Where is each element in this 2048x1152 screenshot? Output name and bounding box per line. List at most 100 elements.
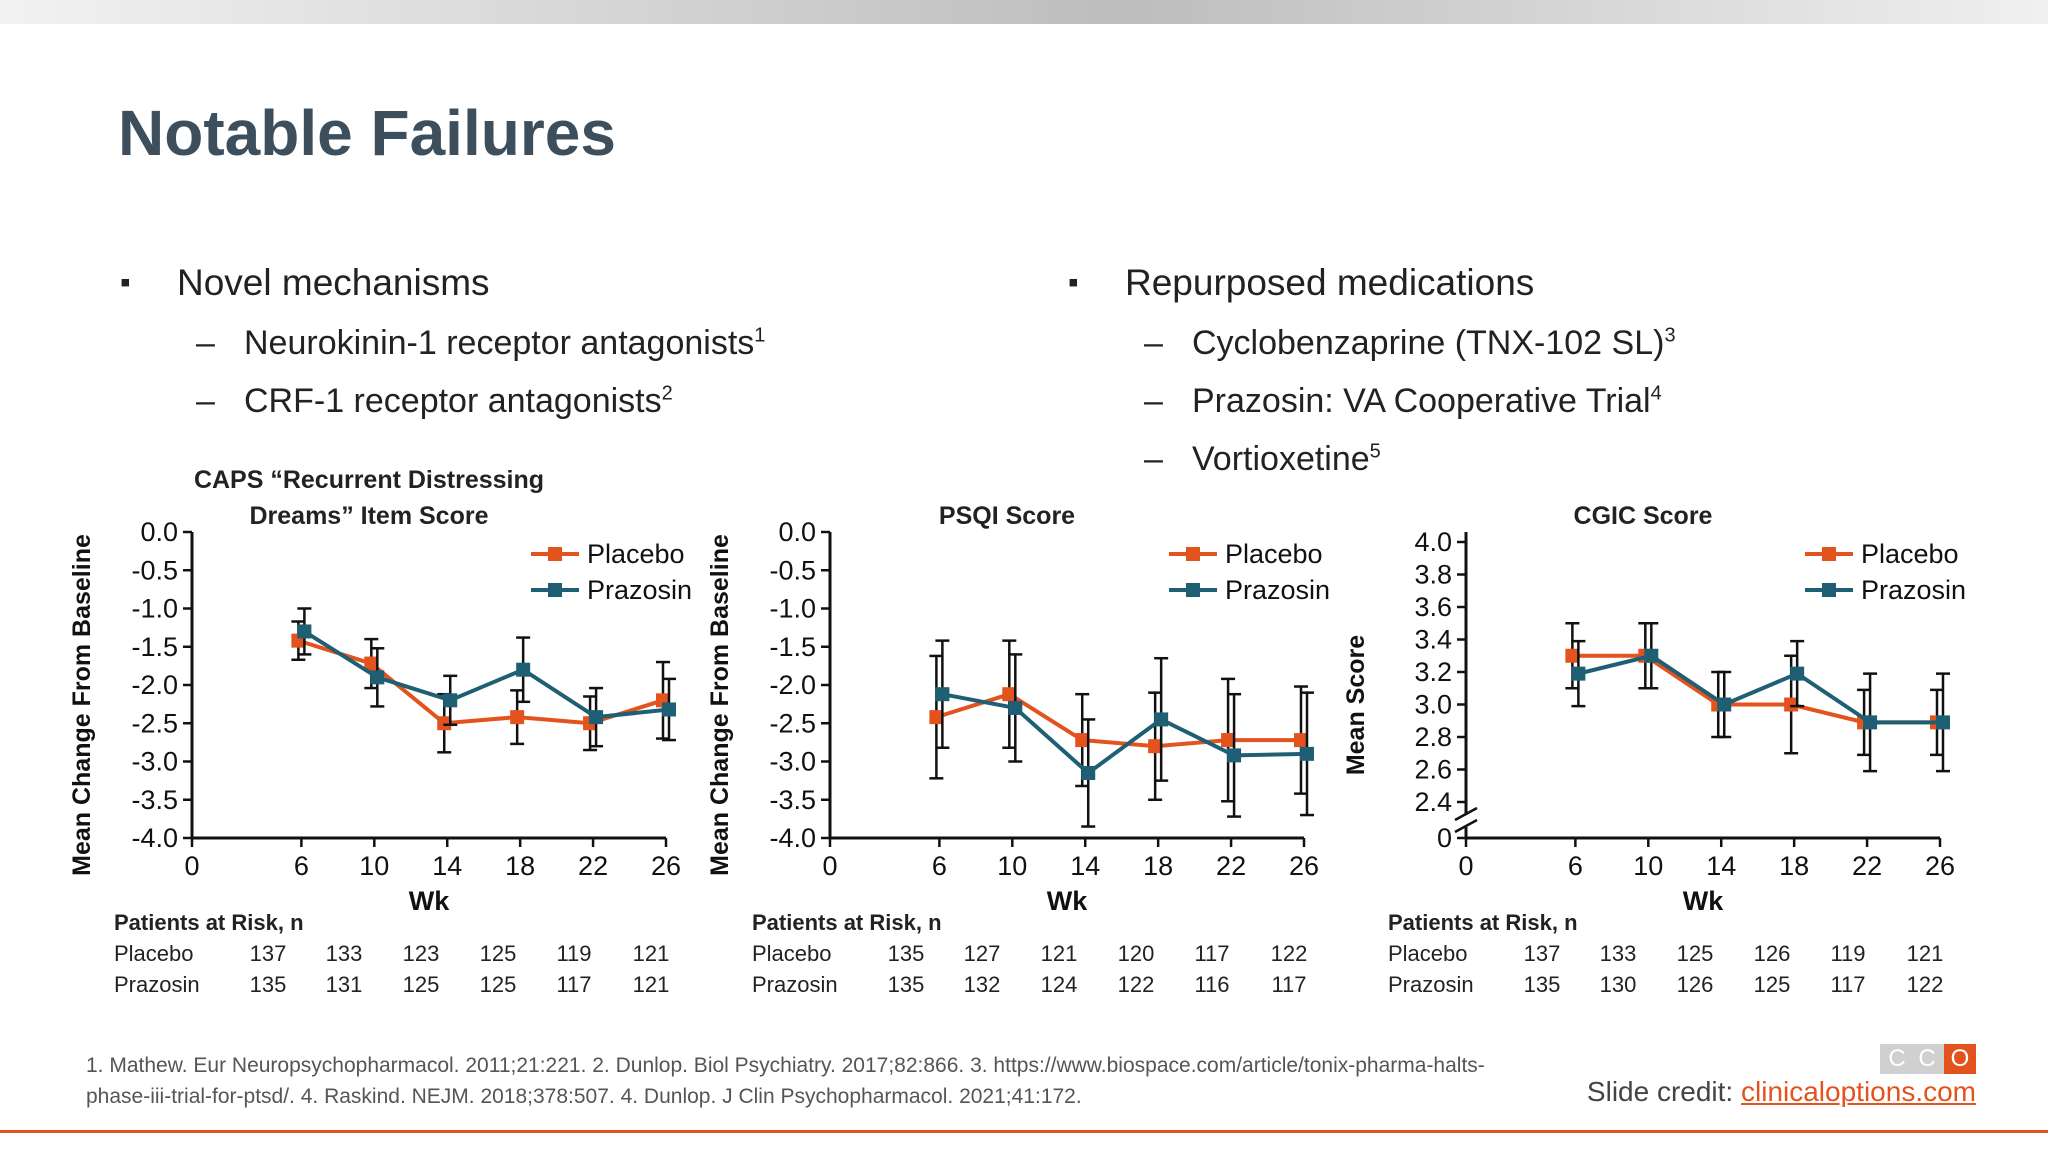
y-tick-label: 3.4 bbox=[1414, 625, 1452, 655]
axis-break-mark bbox=[1454, 806, 1478, 822]
risk-cell: 133 bbox=[1599, 941, 1637, 966]
legend-marker bbox=[548, 547, 562, 561]
y-tick-label: 0.0 bbox=[140, 517, 178, 547]
risk-cell: 137 bbox=[1523, 941, 1561, 966]
credit-link[interactable]: clinicaloptions.com bbox=[1741, 1076, 1976, 1107]
risk-header: Patients at Risk, n bbox=[752, 910, 942, 935]
data-point-prazosin bbox=[1300, 746, 1314, 761]
bullet-novel-mechanisms: Novel mechanisms bbox=[120, 258, 765, 314]
risk-cell: 131 bbox=[325, 972, 363, 997]
x-tick-label: 22 bbox=[578, 851, 608, 881]
data-point-placebo bbox=[437, 716, 452, 731]
logo-letter: C bbox=[1918, 1045, 1936, 1072]
data-point-prazosin bbox=[1571, 666, 1586, 681]
data-point-prazosin bbox=[1717, 697, 1732, 712]
sub-bullet: – Vortioxetine5 bbox=[1068, 430, 1676, 488]
sub-bullet: – CRF-1 receptor antagonists2 bbox=[120, 372, 765, 430]
series-line-placebo bbox=[297, 638, 664, 726]
x-tick-label: 0 bbox=[184, 851, 199, 881]
x-tick-label: 14 bbox=[1706, 851, 1736, 881]
risk-row-placebo: Placebo 137 133 125 126 119 121 bbox=[1388, 941, 1968, 972]
risk-cell: 126 bbox=[1676, 972, 1714, 997]
y-tick-label: -3.5 bbox=[769, 785, 816, 815]
legend-label: Prazosin bbox=[1861, 575, 1966, 605]
y-tick-label: -0.5 bbox=[131, 555, 178, 585]
sub-bullet-text: CRF-1 receptor antagonists bbox=[244, 382, 662, 420]
dash-marker: – bbox=[196, 324, 215, 362]
risk-cell: 135 bbox=[1523, 972, 1561, 997]
x-tick-label: 22 bbox=[1852, 851, 1882, 881]
dash-marker: – bbox=[1144, 440, 1163, 478]
risk-row-prazosin: Prazosin 135 131 125 125 117 121 bbox=[114, 972, 694, 1003]
series-line-placebo bbox=[935, 691, 1301, 749]
data-point-prazosin bbox=[1863, 715, 1878, 730]
dash-marker: – bbox=[196, 382, 215, 420]
x-tick-label: 26 bbox=[1925, 851, 1955, 881]
x-tick-label: 10 bbox=[1633, 851, 1663, 881]
data-point-prazosin bbox=[1644, 648, 1659, 663]
data-point-placebo bbox=[1294, 733, 1308, 748]
risk-cell: 120 bbox=[1117, 941, 1155, 966]
x-tick-label: 18 bbox=[1779, 851, 1809, 881]
legend-label: Prazosin bbox=[587, 575, 692, 605]
data-point-placebo bbox=[1565, 648, 1580, 663]
data-point-prazosin bbox=[589, 710, 604, 725]
data-point-placebo bbox=[510, 710, 525, 725]
risk-table-psqi: Patients at Risk, n Placebo 135 127 121 … bbox=[752, 910, 1332, 1003]
legend-marker bbox=[1822, 547, 1836, 561]
sub-bullet: – Prazosin: VA Cooperative Trial4 bbox=[1068, 372, 1676, 430]
risk-cell: 117 bbox=[1271, 972, 1307, 997]
y-tick-label: -1.5 bbox=[769, 632, 816, 662]
y-tick-label: -1.5 bbox=[131, 632, 178, 662]
risk-cell: 130 bbox=[1599, 972, 1637, 997]
legend-marker bbox=[1186, 583, 1200, 597]
x-axis-label: Wk bbox=[409, 886, 450, 916]
risk-label: Placebo bbox=[1388, 941, 1468, 966]
x-tick-label: 14 bbox=[1070, 851, 1100, 881]
sub-bullet-text: Cyclobenzaprine (TNX-102 SL) bbox=[1192, 324, 1665, 362]
legend-label: Placebo bbox=[1225, 539, 1323, 569]
y-tick-label: -3.5 bbox=[131, 785, 178, 815]
data-point-prazosin bbox=[1008, 700, 1023, 715]
references-footer: 1. Mathew. Eur Neuropsychopharmacol. 201… bbox=[86, 1054, 1485, 1108]
series-line-prazosin bbox=[942, 692, 1308, 776]
risk-cell: 127 bbox=[963, 941, 1001, 966]
y-tick-label: -2.0 bbox=[769, 670, 816, 700]
risk-table-caps: Patients at Risk, n Placebo 137 133 123 … bbox=[114, 910, 694, 1003]
x-axis-label: Wk bbox=[1047, 886, 1088, 916]
dash-marker: – bbox=[1144, 382, 1163, 420]
x-tick-label: 18 bbox=[1143, 851, 1173, 881]
chart-title: CGIC Score bbox=[1574, 502, 1713, 530]
data-point-prazosin bbox=[1154, 712, 1169, 727]
risk-cell: 137 bbox=[249, 941, 287, 966]
risk-cell: 123 bbox=[402, 941, 440, 966]
data-point-prazosin bbox=[935, 687, 950, 702]
legend-label: Placebo bbox=[1861, 539, 1959, 569]
axis-break-mark bbox=[1454, 818, 1478, 834]
x-tick-label: 18 bbox=[505, 851, 535, 881]
risk-cell: 121 bbox=[632, 941, 670, 966]
series-line-placebo bbox=[1572, 653, 1937, 725]
slide-credit: Slide credit: clinicaloptions.com bbox=[1587, 1076, 1976, 1108]
x-tick-label: 0 bbox=[1458, 851, 1473, 881]
data-point-placebo bbox=[929, 710, 944, 725]
footnote-ref: 2 bbox=[661, 382, 673, 405]
risk-header: Patients at Risk, n bbox=[1388, 910, 1578, 935]
chart-psqi: PSQI Score 0.0 -0.5 -1.0 -1.5 -2.0 -2.5 -3.0 -3.… bbox=[638, 440, 1330, 916]
legend-marker bbox=[548, 583, 562, 597]
x-tick-label: 6 bbox=[1568, 851, 1583, 881]
x-axis-label: Wk bbox=[1683, 886, 1724, 916]
y-tick-label: -1.0 bbox=[769, 594, 816, 624]
y-tick-label: 3.0 bbox=[1414, 690, 1452, 720]
y-tick-label: -0.5 bbox=[769, 555, 816, 585]
data-point-placebo bbox=[1784, 697, 1799, 712]
risk-cell: 125 bbox=[402, 972, 440, 997]
slide-title: Notable Failures bbox=[118, 97, 616, 169]
sub-bullet-text: Neurokinin-1 receptor antagonists bbox=[244, 324, 755, 362]
y-axis-label: Mean Score bbox=[1342, 635, 1370, 775]
top-gradient-bar bbox=[0, 0, 2048, 24]
footnote-ref: 5 bbox=[1369, 440, 1381, 463]
risk-cell: 121 bbox=[632, 972, 670, 997]
dash-marker: – bbox=[1144, 324, 1163, 362]
risk-header: Patients at Risk, n bbox=[114, 910, 304, 935]
